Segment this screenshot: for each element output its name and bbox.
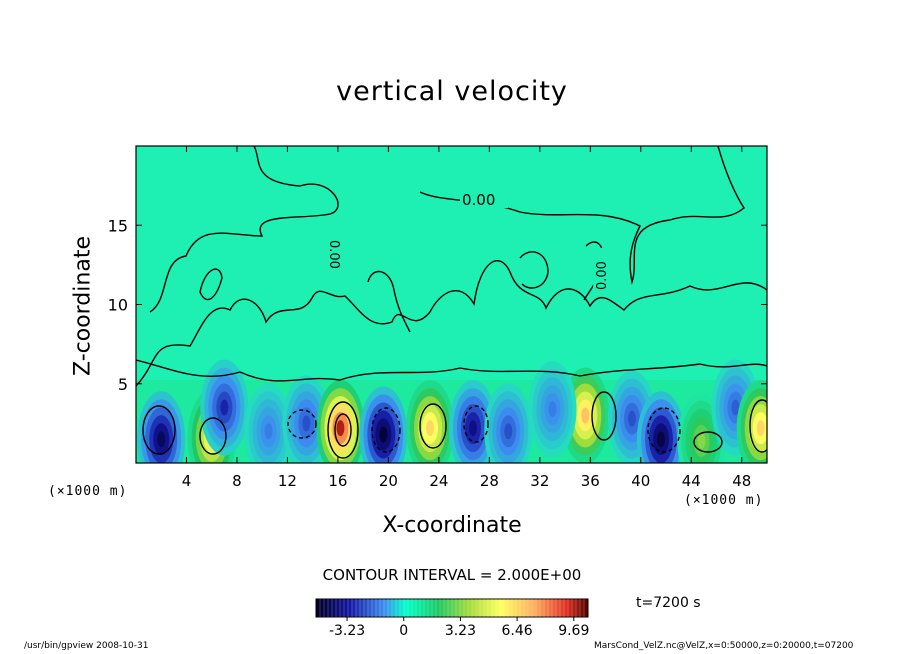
x-axis-left-unit: (×1000 m): [48, 484, 128, 499]
heat-cell: [607, 370, 656, 463]
heat-cell: [528, 361, 577, 458]
contour-interval: CONTOUR INTERVAL = 2.000E+00: [322, 566, 582, 584]
colorbar: [315, 598, 589, 618]
colorbar-tick-label: 6.46: [502, 623, 533, 639]
heat-cell: [282, 375, 331, 463]
x-tick-label: 32: [530, 472, 549, 490]
heat-cell: [677, 392, 726, 463]
heat-cell: [200, 359, 249, 456]
contour-line: [367, 270, 411, 333]
x-tick-label: 8: [232, 472, 242, 490]
heat-cell: [636, 391, 685, 463]
contour-line: [647, 407, 681, 453]
contour-line: [371, 407, 401, 453]
contour-line: [142, 405, 176, 455]
y-tick-label: 15: [108, 216, 128, 235]
x-axis-label: X-coordinate: [382, 513, 522, 538]
footer-right: MarsCond_VelZ.nc@VelZ,x=0:50000,z=0:2000…: [594, 641, 854, 651]
contour-line: [463, 405, 489, 443]
contour-line: [591, 391, 617, 441]
y-axis-label: Z-coordinate: [70, 236, 96, 376]
contour-line: [519, 251, 549, 289]
contour-line: [287, 409, 317, 439]
contour-line: [749, 399, 767, 453]
contour-line: [419, 146, 745, 285]
contour-line: [199, 417, 227, 455]
colorbar-tick-label: 9.69: [558, 623, 589, 639]
x-tick-label: 40: [631, 472, 650, 490]
x-tick-label: 36: [581, 472, 600, 490]
y-tick-label: 10: [108, 296, 128, 315]
heat-cell: [406, 380, 455, 463]
time-label: t=7200 s: [636, 595, 701, 611]
heat-cell: [359, 386, 408, 463]
contour-line: [419, 403, 447, 449]
heat-cell: [316, 380, 365, 463]
x-tick-label: 44: [682, 472, 701, 490]
x-tick-label: 12: [278, 472, 297, 490]
contour-label: 0.00: [326, 240, 341, 269]
contour-label: 0.00: [462, 191, 495, 209]
contour-line: [136, 260, 767, 387]
colorbar-tick-label: 3.23: [445, 623, 476, 639]
x-axis-unit: (×1000 m): [684, 493, 764, 508]
contour-line: [149, 146, 339, 313]
x-tick-label: 20: [379, 472, 398, 490]
contour-line: [136, 359, 767, 382]
heat-cell: [484, 383, 533, 463]
colorbar-tick-label: -3.23: [329, 623, 365, 639]
contour-line: [199, 268, 223, 301]
x-tick-label: 4: [182, 472, 192, 490]
contour-label: 0.00: [595, 261, 610, 290]
x-tick-label: 16: [328, 472, 347, 490]
contour-line: [327, 401, 359, 459]
x-tick-label: 28: [480, 472, 499, 490]
heat-cell: [244, 383, 293, 463]
y-tick-label: 5: [118, 375, 128, 394]
x-tick-label: 48: [732, 472, 751, 490]
heat-cell: [736, 380, 767, 463]
colorbar-tick-label: 0: [399, 623, 408, 639]
chart-title: vertical velocity: [336, 76, 568, 107]
contour-line: [334, 413, 352, 447]
contour-line: [693, 431, 723, 453]
footer-left: /usr/bin/gpview 2008-10-31: [24, 641, 149, 651]
x-tick-label: 24: [429, 472, 448, 490]
